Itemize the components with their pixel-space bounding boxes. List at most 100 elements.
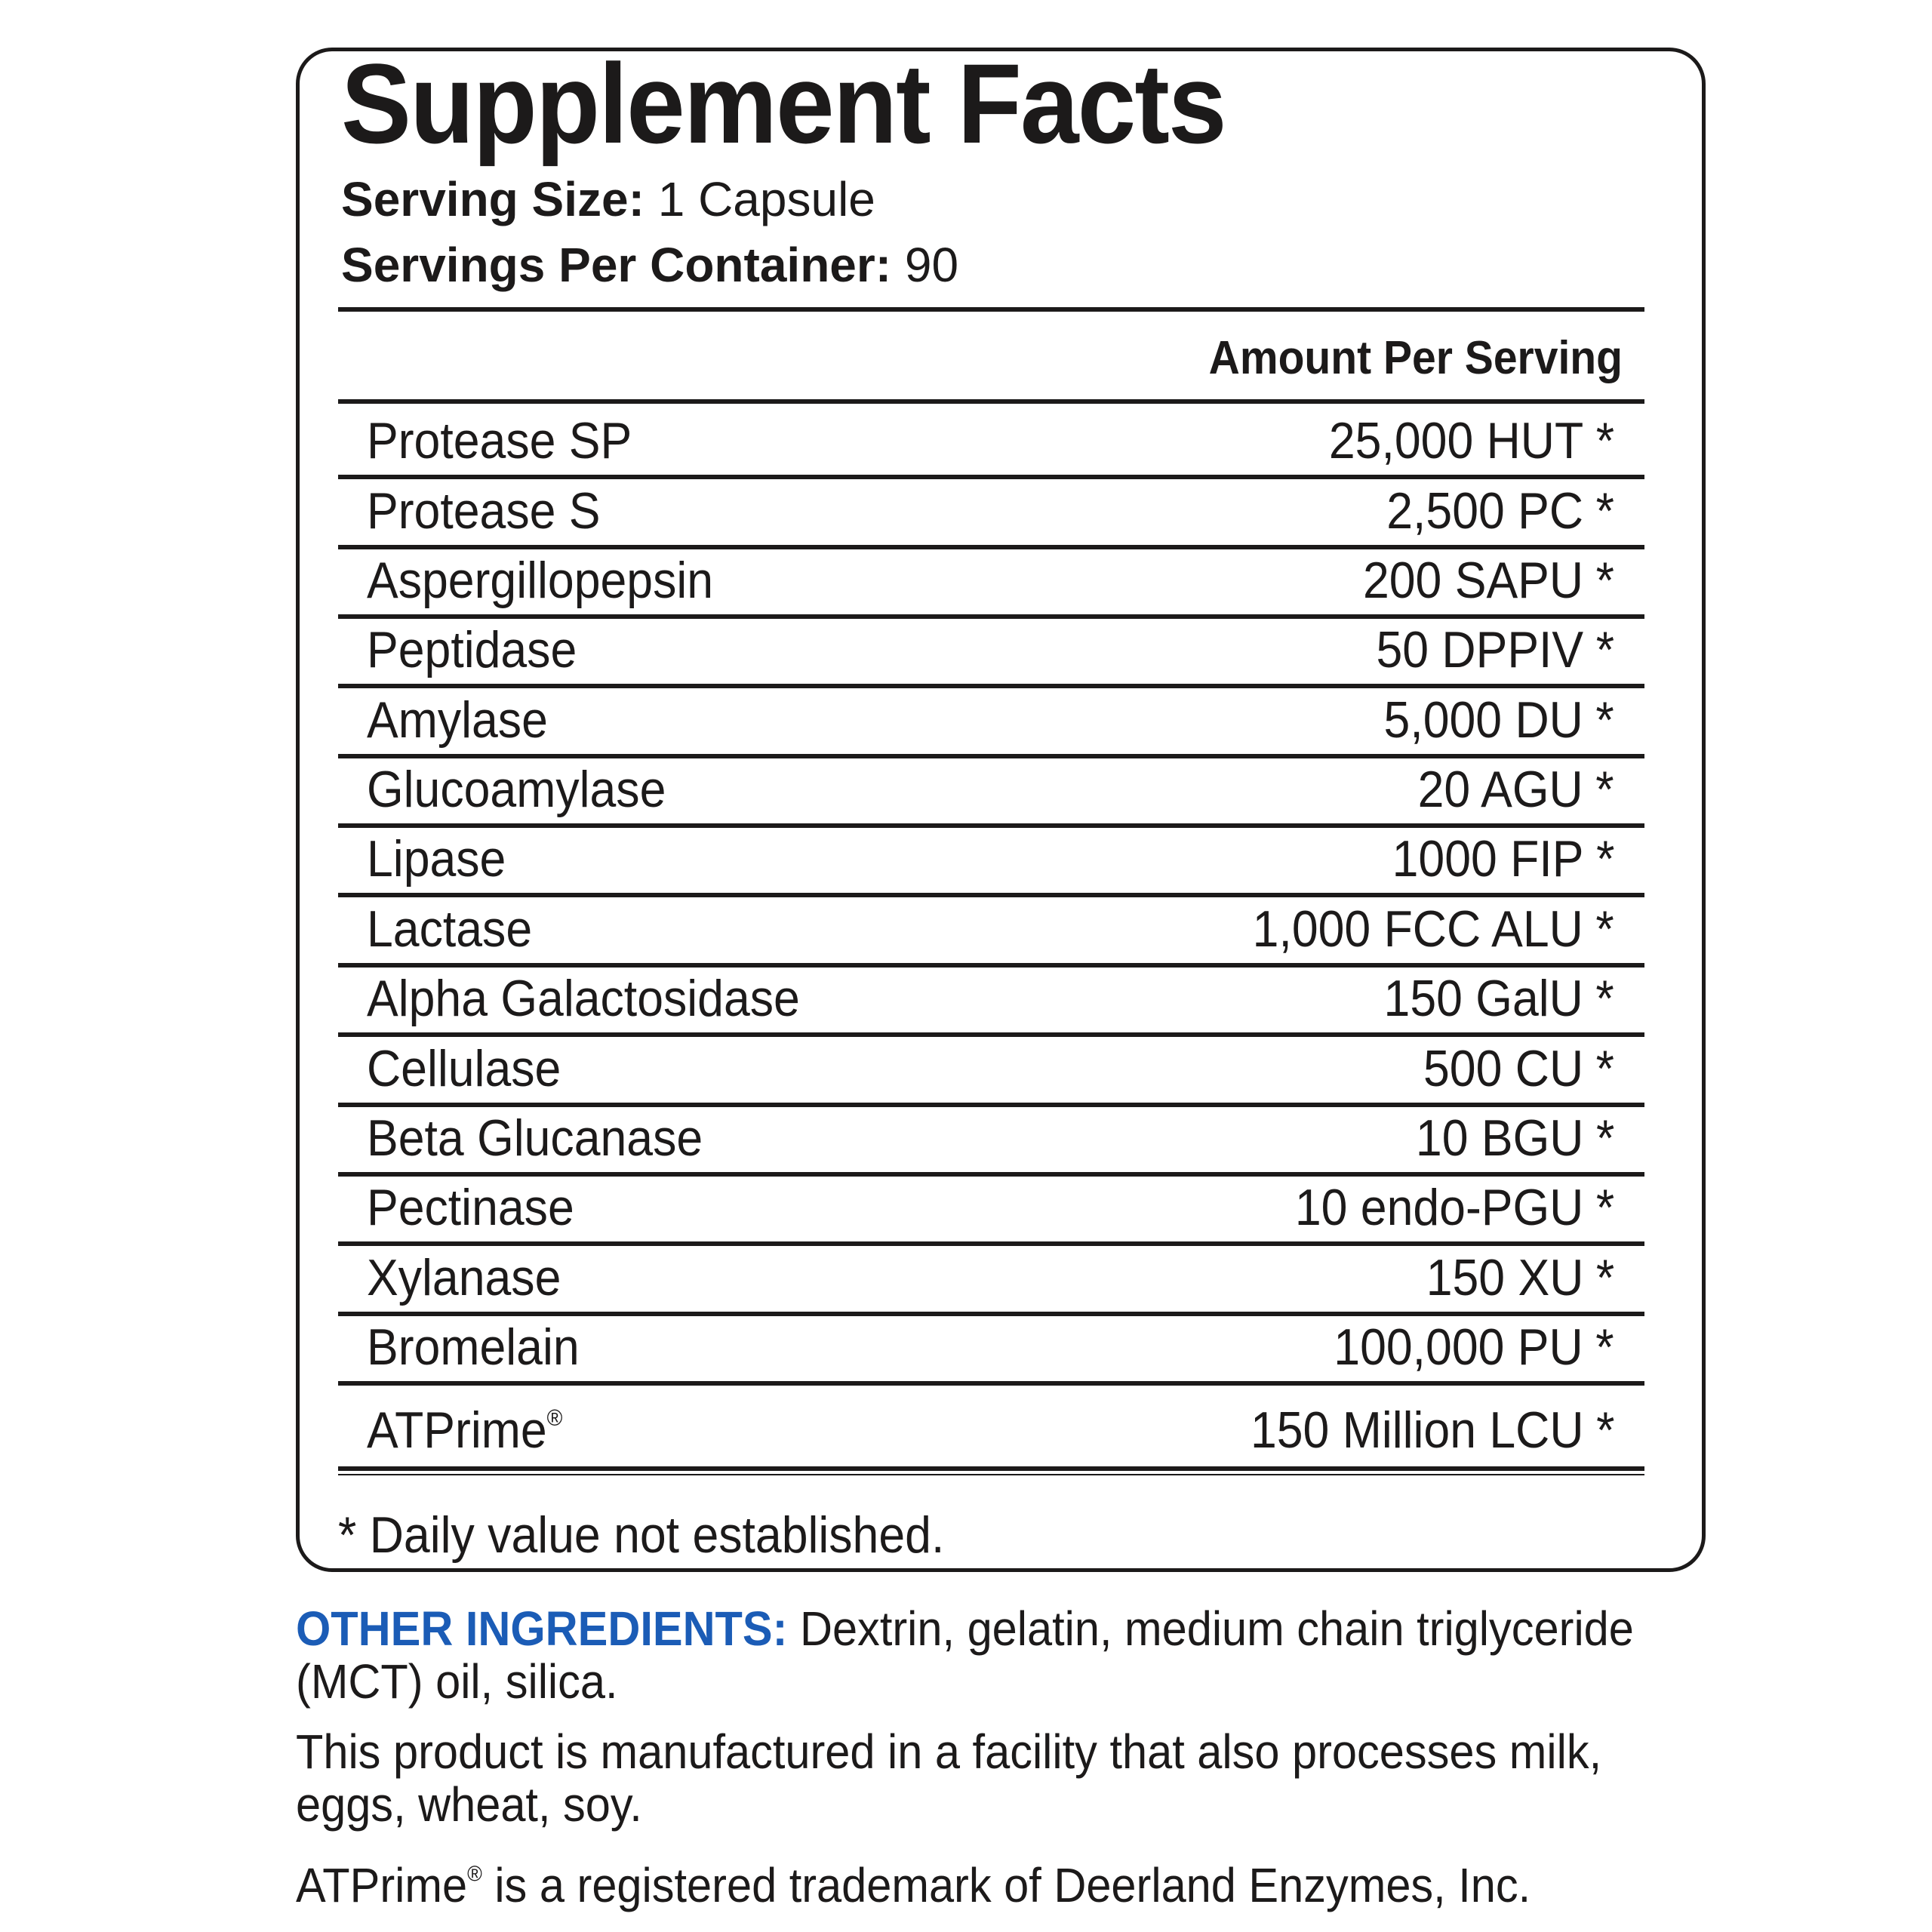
registered-mark: ® — [467, 1862, 482, 1887]
ingredient-amount: 150 XU * — [1426, 1252, 1614, 1303]
ingredient-name-text: Alpha Galactosidase — [367, 970, 800, 1027]
table-row: Bromelain 100,000 PU * — [338, 1318, 1644, 1383]
daily-value-asterisk: * — [1595, 482, 1614, 540]
ingredient-amount: 100,000 PU * — [1334, 1321, 1614, 1373]
ingredient-name: ATPrime® — [367, 1404, 562, 1456]
ingredient-name: Lipase — [367, 833, 506, 884]
table-row: Xylanase 150 XU * — [338, 1249, 1644, 1314]
supplement-facts-panel — [296, 48, 1706, 1572]
amount-value: 2,500 PC — [1386, 482, 1584, 540]
ingredient-name-text: Amylase — [367, 691, 548, 749]
daily-value-asterisk: * — [1595, 1401, 1614, 1459]
ingredient-name-text: Protease SP — [367, 412, 632, 469]
table-row: Aspergillopepsin 200 SAPU * — [338, 552, 1644, 617]
ingredient-name-text: Pectinase — [367, 1179, 574, 1236]
table-row: Glucoamylase 20 AGU * — [338, 761, 1644, 826]
daily-value-footnote: * Daily value not established. — [338, 1506, 945, 1564]
ingredient-amount: 5,000 DU * — [1384, 694, 1614, 746]
ingredient-amount: 1,000 FCC ALU * — [1253, 903, 1614, 955]
ingredient-name-text: Aspergillopepsin — [367, 552, 714, 609]
daily-value-asterisk: * — [1595, 412, 1614, 469]
row-divider — [338, 545, 1644, 549]
table-row: Cellulase 500 CU * — [338, 1040, 1644, 1105]
row-divider — [338, 1381, 1644, 1386]
servings-per-container-label: Servings Per Container: — [341, 238, 892, 292]
row-divider — [338, 1241, 1644, 1246]
amount-per-serving-header: Amount Per Serving — [1208, 332, 1623, 384]
amount-value: 500 CU — [1423, 1040, 1584, 1097]
row-divider — [338, 893, 1644, 897]
daily-value-asterisk: * — [1595, 552, 1614, 609]
panel-title: Supplement Facts — [341, 40, 1227, 167]
ingredient-amount: 500 CU * — [1423, 1043, 1614, 1094]
amount-value: 10 BGU — [1415, 1109, 1584, 1167]
servings-per-container-value: 90 — [891, 238, 959, 292]
daily-value-asterisk: * — [1595, 1109, 1614, 1167]
row-divider — [338, 1312, 1644, 1316]
ingredient-name: Amylase — [367, 694, 548, 746]
ingredient-name: Protease SP — [367, 415, 632, 466]
ingredient-amount: 2,500 PC * — [1386, 485, 1614, 537]
ingredient-amount: 10 endo-PGU * — [1295, 1182, 1614, 1233]
ingredient-name-text: Peptidase — [367, 621, 577, 678]
ingredient-name: Beta Glucanase — [367, 1112, 703, 1164]
other-ingredients: OTHER INGREDIENTS: Dextrin, gelatin, med… — [296, 1604, 1634, 1653]
amount-value: 20 AGU — [1417, 761, 1584, 818]
amount-value: 100,000 PU — [1334, 1318, 1584, 1376]
row-divider — [338, 475, 1644, 479]
row-divider — [338, 684, 1644, 688]
divider — [338, 307, 1644, 312]
row-divider — [338, 1032, 1644, 1037]
facility-statement-line1: This product is manufactured in a facili… — [296, 1724, 1602, 1779]
ingredient-amount: 50 DPPIV * — [1376, 624, 1614, 675]
serving-size-value: 1 Capsule — [644, 172, 875, 226]
amount-value: 10 endo-PGU — [1294, 1179, 1584, 1236]
row-divider — [338, 754, 1644, 758]
ingredient-amount: 200 SAPU * — [1363, 555, 1614, 606]
ingredient-name-text: Beta Glucanase — [367, 1109, 703, 1167]
other-ingredients-line2: (MCT) oil, silica. — [296, 1654, 618, 1709]
ingredient-name-text: Xylanase — [367, 1249, 561, 1306]
amount-value: 1000 FIP — [1392, 830, 1584, 888]
ingredient-name-text: Lactase — [367, 900, 533, 958]
daily-value-asterisk: * — [1595, 691, 1614, 749]
ingredient-name: Lactase — [367, 903, 532, 955]
table-row: Pectinase 10 endo-PGU * — [338, 1179, 1644, 1244]
ingredient-amount: 1000 FIP * — [1392, 833, 1614, 884]
ingredient-amount: 10 BGU * — [1416, 1112, 1614, 1164]
ingredient-amount: 20 AGU * — [1418, 764, 1614, 815]
amount-value: 150 GalU — [1383, 970, 1584, 1027]
ingredient-name: Alpha Galactosidase — [367, 973, 800, 1024]
table-row: Lactase 1,000 FCC ALU * — [338, 900, 1644, 965]
table-row: Peptidase 50 DPPIV * — [338, 621, 1644, 686]
table-row: Protease S 2,500 PC * — [338, 482, 1644, 547]
ingredient-name-text: Lipase — [367, 830, 506, 888]
serving-size: Serving Size: 1 Capsule — [341, 175, 875, 223]
ingredient-amount: 150 GalU * — [1384, 973, 1614, 1024]
trademark-brand: ATPrime — [296, 1858, 468, 1912]
ingredient-name: Bromelain — [367, 1321, 580, 1373]
daily-value-asterisk: * — [1595, 1318, 1614, 1376]
ingredient-amount: 150 Million LCU * — [1251, 1404, 1614, 1456]
ingredient-name-text: Protease S — [367, 482, 601, 540]
ingredient-name: Protease S — [367, 485, 601, 537]
row-divider — [338, 1103, 1644, 1107]
ingredient-name: Xylanase — [367, 1252, 561, 1303]
row-divider — [338, 1172, 1644, 1177]
daily-value-asterisk: * — [1595, 1249, 1614, 1306]
ingredient-name: Cellulase — [367, 1043, 561, 1094]
registered-mark: ® — [546, 1404, 563, 1431]
amount-value: 150 XU — [1426, 1249, 1584, 1306]
ingredient-name: Glucoamylase — [367, 764, 666, 815]
daily-value-asterisk: * — [1595, 761, 1614, 818]
ingredient-amount: 25,000 HUT * — [1329, 415, 1614, 466]
other-ingredients-label: OTHER INGREDIENTS: — [296, 1601, 788, 1656]
row-divider — [338, 614, 1644, 619]
daily-value-asterisk: * — [1595, 830, 1614, 888]
table-row: ATPrime® 150 Million LCU * — [338, 1401, 1644, 1466]
other-ingredients-text: Dextrin, gelatin, medium chain triglycer… — [787, 1601, 1634, 1656]
ingredient-name-text: Cellulase — [367, 1040, 561, 1097]
divider — [338, 399, 1644, 404]
amount-value: 50 DPPIV — [1376, 621, 1584, 678]
amount-value: 5,000 DU — [1383, 691, 1584, 749]
